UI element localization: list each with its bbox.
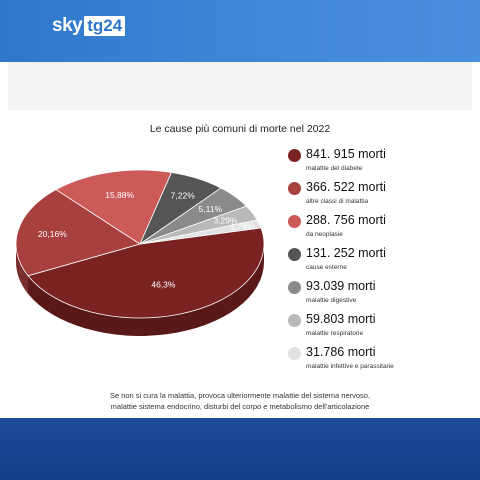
legend-desc: da neoplasie (306, 231, 343, 238)
pie-slice (15, 189, 141, 277)
legend-item: 288. 756 morti da neoplasie (288, 213, 468, 247)
pie-slice-side (28, 244, 265, 336)
pie-slice-label: 15,88% (105, 190, 134, 200)
legend-dot (288, 347, 301, 360)
pie-slice (139, 219, 262, 245)
pie-slice-label: 7,22% (171, 191, 196, 201)
legend-desc: malattie respiratorie (306, 330, 364, 337)
logo-tg24-text: tg24 (84, 16, 126, 36)
legend-value: 841. 915 morti (306, 147, 386, 161)
logo-sky-text: sky (52, 15, 83, 36)
chart-title: Le cause più comuni di morte nel 2022 (149, 123, 331, 135)
pie-slice-label: 20,16% (38, 229, 67, 239)
legend-desc: altre classi di malattia (306, 198, 369, 205)
card-top-strip (8, 62, 472, 110)
legend-item: 31.786 morti malattie infettive e parass… (288, 345, 468, 379)
pie-slice-side (16, 244, 29, 294)
pie-slice-label: 46,3% (151, 280, 176, 290)
footnote-line: Se non si cura la malattia, provoca ulte… (109, 391, 371, 400)
legend-desc: malattie infettive e parassitarie (306, 363, 394, 370)
legend-value: 93.039 morti (306, 279, 376, 293)
pie-slice-label: 5,11% (199, 204, 223, 214)
legend-dot (288, 215, 301, 228)
pie-slice (55, 169, 173, 245)
footnote-line: malattie sistema endocrino, disturbi del… (110, 402, 370, 411)
legend-desc: malattie digestive (306, 297, 357, 304)
legend-dot (288, 149, 301, 162)
legend: 841. 915 morti malattie del diabete 366.… (288, 147, 468, 379)
pie-slice (27, 227, 265, 319)
legend-dot (288, 314, 301, 327)
legend-desc: malattie del diabete (306, 165, 363, 172)
footnote: Se non si cura la malattia, provoca ulte… (0, 390, 480, 412)
skytg24-logo: sky tg24 (52, 15, 126, 37)
footer-band (0, 418, 480, 480)
legend-value: 131. 252 morti (306, 246, 386, 260)
legend-value: 366. 522 morti (306, 180, 386, 194)
legend-value: 288. 756 morti (306, 213, 386, 227)
legend-dot (288, 281, 301, 294)
legend-item: 131. 252 morti cause esterne (288, 246, 468, 280)
legend-item: 366. 522 morti altre classi di malattia (288, 180, 468, 214)
pie-slice-label: 1,74% (231, 222, 256, 232)
legend-desc: cause esterne (306, 264, 347, 271)
legend-item: 841. 915 morti malattie del diabete (288, 147, 468, 181)
pie-slice-label: 3,29% (213, 215, 238, 225)
legend-value: 59.803 morti (306, 312, 376, 326)
legend-dot (288, 248, 301, 261)
header-band (0, 0, 480, 62)
legend-item: 93.039 morti malattie digestive (288, 279, 468, 313)
legend-value: 31.786 morti (306, 345, 376, 359)
legend-item: 59.803 morti malattie respiratorie (288, 312, 468, 346)
legend-dot (288, 182, 301, 195)
